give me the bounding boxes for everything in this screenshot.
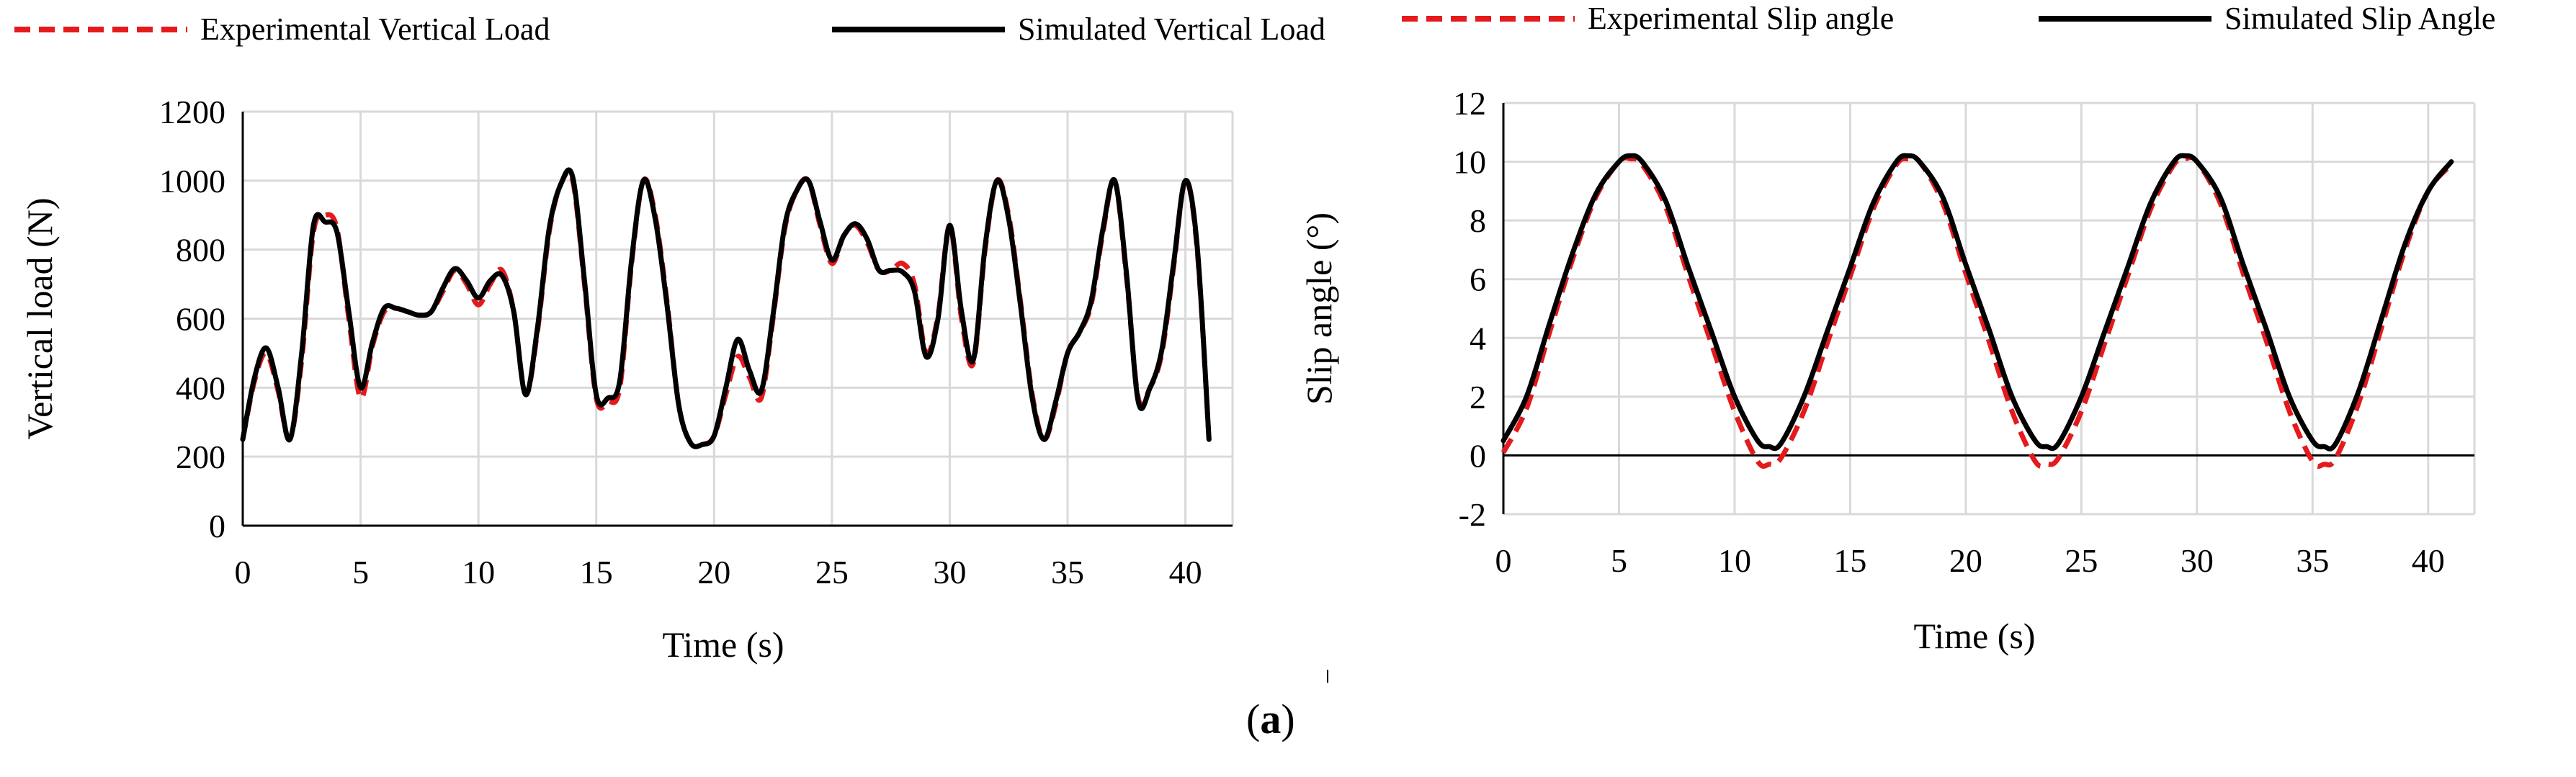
y-tick-label: 12 bbox=[1453, 85, 1486, 122]
y-tick-label: 1200 bbox=[159, 94, 225, 130]
experimental-series-line bbox=[240, 169, 1212, 449]
y-axis-title: Vertical load (N) bbox=[19, 198, 60, 440]
x-tick-label: 15 bbox=[1833, 542, 1866, 579]
x-tick-label: 0 bbox=[235, 554, 251, 590]
x-tick-label: 5 bbox=[1611, 542, 1627, 579]
x-tick-label: 0 bbox=[1495, 542, 1512, 579]
x-tick-label: 25 bbox=[815, 554, 849, 590]
x-tick-label: 30 bbox=[2181, 542, 2214, 579]
simulated-series-line bbox=[1501, 153, 2454, 452]
x-tick-label: 35 bbox=[1051, 554, 1084, 590]
x-tick-label: 40 bbox=[2412, 542, 2445, 579]
legend-label: Experimental Vertical Load bbox=[200, 12, 550, 47]
x-tick-label: 10 bbox=[462, 554, 495, 590]
experimental-series-line bbox=[1501, 154, 2454, 469]
y-tick-label: 1000 bbox=[159, 163, 225, 199]
y-tick-label: -2 bbox=[1459, 496, 1486, 533]
x-tick-label: 20 bbox=[697, 554, 730, 590]
y-tick-label: 0 bbox=[1470, 437, 1486, 474]
panel-label-open: ( bbox=[1246, 696, 1261, 742]
y-tick-label: 600 bbox=[176, 301, 225, 338]
legend-label: Simulated Vertical Load bbox=[1018, 12, 1325, 47]
figure-panel-label: (a) bbox=[1246, 695, 1295, 743]
x-tick-label: 5 bbox=[352, 554, 369, 590]
x-tick-label: 30 bbox=[933, 554, 966, 590]
panel-label-letter: a bbox=[1260, 696, 1282, 742]
y-tick-label: 400 bbox=[176, 369, 225, 406]
simulated-series-line bbox=[240, 167, 1212, 449]
y-tick-label: 6 bbox=[1470, 261, 1486, 298]
x-tick-label: 15 bbox=[580, 554, 613, 590]
y-tick-label: 4 bbox=[1470, 320, 1486, 356]
y-tick-label: 200 bbox=[176, 439, 225, 475]
legend-label: Experimental Slip angle bbox=[1588, 1, 1894, 36]
y-tick-label: 800 bbox=[176, 232, 225, 269]
legend-label: Simulated Slip Angle bbox=[2224, 1, 2495, 36]
y-tick-label: 8 bbox=[1470, 202, 1486, 239]
x-axis-title: Time (s) bbox=[662, 624, 784, 665]
chart-load: 0 5 10 15 20 25 30 35 40020040060080010001200Tim… bbox=[14, 12, 1325, 665]
x-tick-label: 35 bbox=[2296, 542, 2329, 579]
y-axis-title: Slip angle (°) bbox=[1299, 212, 1339, 405]
x-tick-label: 40 bbox=[1169, 554, 1202, 590]
panel-label-close: ) bbox=[1281, 696, 1295, 742]
y-tick-label: 2 bbox=[1470, 379, 1486, 416]
x-tick-label: 10 bbox=[1718, 542, 1751, 579]
y-tick-label: 0 bbox=[209, 508, 225, 544]
x-axis-title: Time (s) bbox=[1913, 616, 2035, 656]
y-tick-label: 10 bbox=[1453, 144, 1486, 181]
x-tick-label: 20 bbox=[1949, 542, 1982, 579]
x-tick-label: 25 bbox=[2065, 542, 2098, 579]
